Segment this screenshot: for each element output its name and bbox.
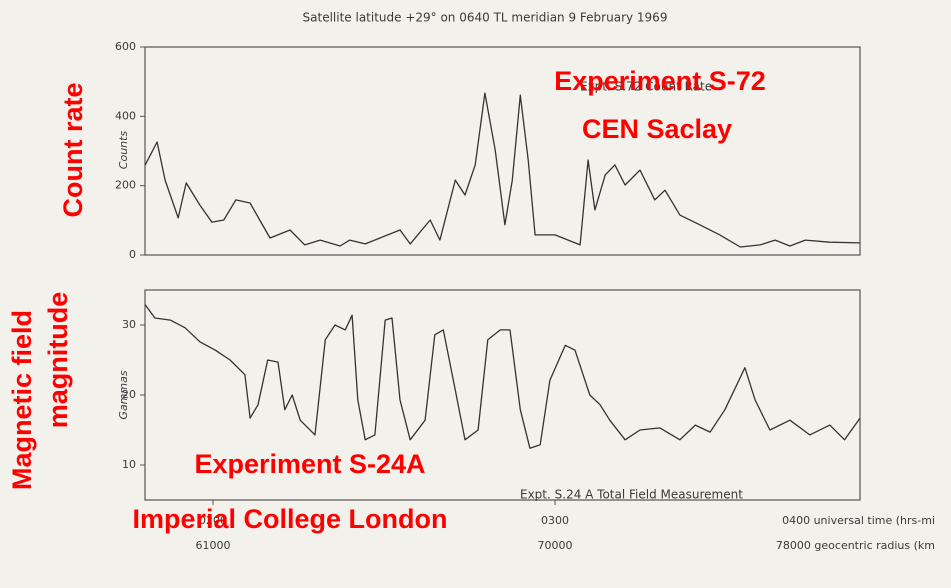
s24-annotation: Experiment S-24A bbox=[194, 449, 425, 479]
x2-tick-label: 78000 geocentric radius (km bbox=[776, 539, 935, 552]
x2-tick-label: 61000 bbox=[196, 539, 231, 552]
x-tick-label: 0300 bbox=[541, 514, 569, 527]
y-tick-label: 600 bbox=[115, 40, 136, 53]
y-tick-label: 30 bbox=[122, 318, 136, 331]
s72-annotation: Experiment S-72 bbox=[554, 66, 766, 96]
s24-annotation: Imperial College London bbox=[132, 504, 447, 534]
y-tick-label: 20 bbox=[122, 388, 136, 401]
y-axis-label: Counts bbox=[117, 131, 130, 170]
y-tick-label: 0 bbox=[129, 248, 136, 261]
data-line bbox=[144, 92, 861, 248]
y-axis-label: Gammas bbox=[117, 370, 130, 419]
plot-frame bbox=[144, 46, 861, 256]
s72-annotation: CEN Saclay bbox=[582, 114, 732, 144]
y-tick-label: 200 bbox=[115, 179, 136, 192]
x-tick-label: 0400 universal time (hrs-mi bbox=[782, 514, 935, 527]
series-label: Expt. S.24 A Total Field Measurement bbox=[520, 488, 743, 502]
magnetic-annotation: magnitude bbox=[43, 292, 73, 429]
count-rate-annotation: Count rate bbox=[58, 83, 88, 218]
series-label: Expt. S.72 Count Rate bbox=[580, 80, 712, 94]
data-line bbox=[144, 304, 861, 449]
x-tick-label: 0200 bbox=[199, 514, 227, 527]
y-tick-label: 10 bbox=[122, 458, 136, 471]
x2-tick-label: 70000 bbox=[538, 539, 573, 552]
magnetic-annotation: Magnetic field bbox=[7, 310, 37, 490]
figure-title: Satellite latitude +29° on 0640 TL merid… bbox=[303, 11, 668, 25]
y-tick-label: 400 bbox=[115, 109, 136, 122]
